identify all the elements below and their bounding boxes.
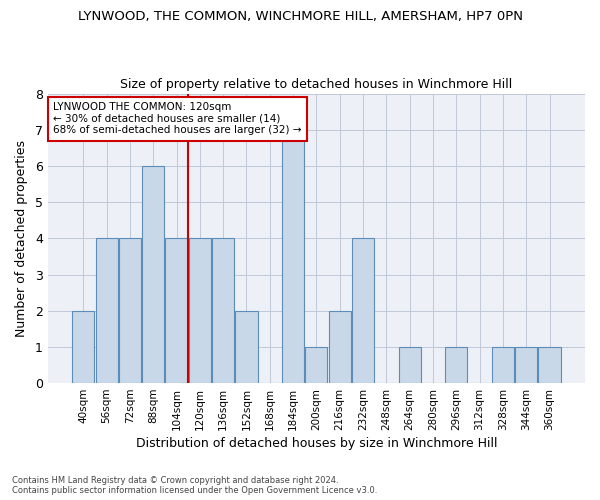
Bar bbox=[445, 347, 467, 383]
Bar bbox=[398, 347, 421, 383]
Bar bbox=[282, 130, 304, 383]
Bar bbox=[492, 347, 514, 383]
Bar bbox=[72, 310, 94, 383]
Bar bbox=[538, 347, 560, 383]
Bar bbox=[329, 310, 351, 383]
Bar bbox=[119, 238, 141, 383]
Text: Contains HM Land Registry data © Crown copyright and database right 2024.
Contai: Contains HM Land Registry data © Crown c… bbox=[12, 476, 377, 495]
Title: Size of property relative to detached houses in Winchmore Hill: Size of property relative to detached ho… bbox=[120, 78, 512, 91]
Bar bbox=[95, 238, 118, 383]
Bar bbox=[212, 238, 234, 383]
Bar bbox=[515, 347, 537, 383]
Text: LYNWOOD, THE COMMON, WINCHMORE HILL, AMERSHAM, HP7 0PN: LYNWOOD, THE COMMON, WINCHMORE HILL, AME… bbox=[77, 10, 523, 23]
Y-axis label: Number of detached properties: Number of detached properties bbox=[15, 140, 28, 337]
Bar bbox=[166, 238, 188, 383]
Bar bbox=[305, 347, 328, 383]
Bar bbox=[352, 238, 374, 383]
Text: LYNWOOD THE COMMON: 120sqm
← 30% of detached houses are smaller (14)
68% of semi: LYNWOOD THE COMMON: 120sqm ← 30% of deta… bbox=[53, 102, 302, 136]
X-axis label: Distribution of detached houses by size in Winchmore Hill: Distribution of detached houses by size … bbox=[136, 437, 497, 450]
Bar bbox=[235, 310, 257, 383]
Bar bbox=[142, 166, 164, 383]
Bar bbox=[189, 238, 211, 383]
